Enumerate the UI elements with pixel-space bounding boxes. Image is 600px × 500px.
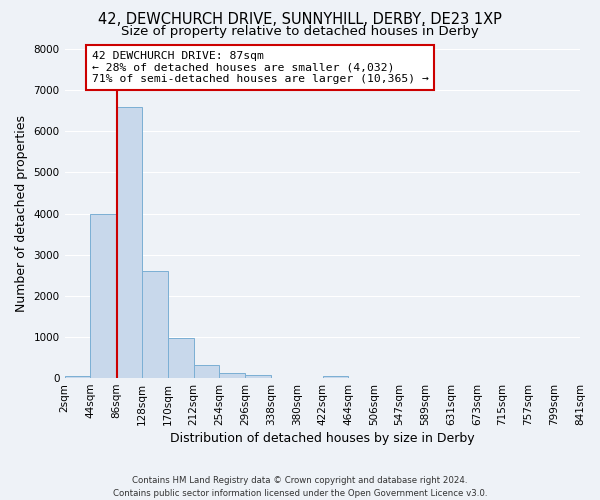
Bar <box>116 106 142 378</box>
Bar <box>323 376 349 378</box>
Bar <box>220 373 245 378</box>
Bar <box>194 365 220 378</box>
Text: 42 DEWCHURCH DRIVE: 87sqm
← 28% of detached houses are smaller (4,032)
71% of se: 42 DEWCHURCH DRIVE: 87sqm ← 28% of detac… <box>92 51 428 84</box>
Text: Contains HM Land Registry data © Crown copyright and database right 2024.
Contai: Contains HM Land Registry data © Crown c… <box>113 476 487 498</box>
Text: Size of property relative to detached houses in Derby: Size of property relative to detached ho… <box>121 25 479 38</box>
Bar <box>65 376 91 378</box>
Bar <box>91 214 116 378</box>
Bar <box>142 271 168 378</box>
Bar <box>168 338 194 378</box>
Y-axis label: Number of detached properties: Number of detached properties <box>15 115 28 312</box>
Text: 42, DEWCHURCH DRIVE, SUNNYHILL, DERBY, DE23 1XP: 42, DEWCHURCH DRIVE, SUNNYHILL, DERBY, D… <box>98 12 502 28</box>
Bar <box>245 375 271 378</box>
X-axis label: Distribution of detached houses by size in Derby: Distribution of detached houses by size … <box>170 432 475 445</box>
